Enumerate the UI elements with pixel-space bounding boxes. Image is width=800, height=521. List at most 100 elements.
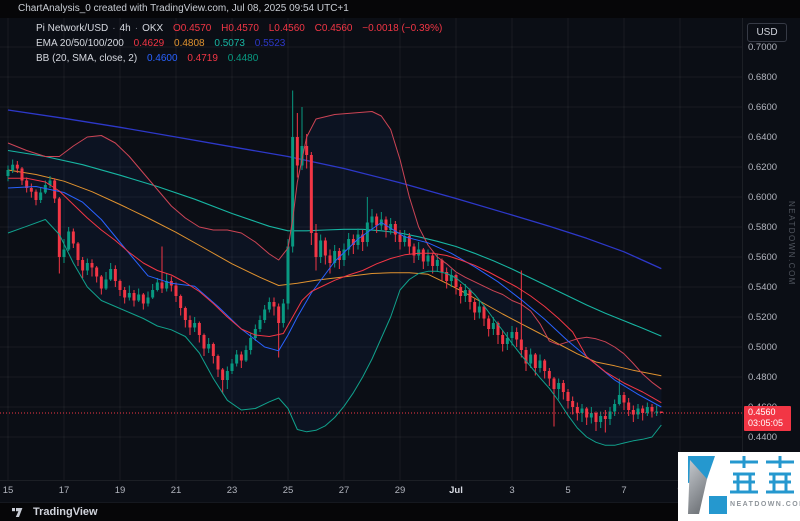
candle-body [323,240,327,256]
candle-body [90,263,94,268]
candle-body [197,323,201,335]
currency-unit-button[interactable]: USD [747,23,787,42]
candle-body [314,233,318,257]
footer-bar: TradingView [0,502,800,521]
svg-text:0.6400: 0.6400 [748,132,777,143]
candle-body [370,216,374,223]
candle-body [263,309,267,320]
candle-body [225,371,229,380]
ema20-value: 0.4629 [133,38,165,49]
last-price-value: 0.4560 [748,407,776,417]
candle-body [11,164,15,170]
candle-body [39,192,43,200]
candle-body [482,306,486,319]
candle-body [524,350,528,364]
candle-body [608,411,612,419]
separator: · [112,23,116,34]
candle-body [183,308,187,320]
ema-label[interactable]: EMA 20/50/100/200 [36,38,124,49]
candle-body [580,408,584,413]
candle-body [216,356,220,370]
candle-body [655,411,659,413]
candle-body [529,354,533,364]
time-axis[interactable]: 1517192123252729Jul3579 [3,485,683,496]
svg-text:0.6200: 0.6200 [748,162,777,173]
candle-body [328,255,332,263]
symbol-name[interactable]: Pi Network/USD [36,23,109,34]
candle-body [454,275,458,287]
bb-upper-line [7,111,662,390]
bb-lower-value: 0.4480 [227,53,259,64]
candle-body [333,251,337,263]
candle-body [29,188,33,192]
candle-body [137,294,141,301]
candle-body [412,246,416,256]
candle-body [337,251,341,260]
candle-body [267,302,271,310]
price-chart-canvas[interactable]: 0.7000 0.6800 0.6600 0.6400 0.6200 0.6000 0.58… [0,0,800,502]
time-axis-label: 25 [283,485,294,496]
time-axis-label: 23 [227,485,238,496]
candle-body [277,306,281,323]
candle-body [253,329,257,338]
candle-body [594,413,598,422]
candle-body [435,260,439,266]
candle-body [300,146,304,166]
candle-body [585,408,589,418]
candle-body [118,281,122,290]
candle-body [599,416,603,422]
candle-body [351,239,355,245]
export-title: ChartAnalysis_0 created with TradingView… [18,3,349,14]
bb-label[interactable]: BB (20, SMA, close, 2) [36,53,138,64]
candle-body [557,383,561,389]
neatdown-logo-icon [688,456,794,514]
candle-body [207,344,211,349]
candle-body [57,198,61,257]
candle-body [543,360,547,371]
candle-body [407,236,411,247]
candle-body [361,234,365,242]
candle-body [95,267,99,277]
svg-text:0.6800: 0.6800 [748,72,777,83]
candle-body [575,407,579,413]
candle-body [650,407,654,412]
candle-body [286,246,290,304]
candle-body [221,369,225,380]
candle-body [501,335,505,344]
ema-20-line [8,177,662,404]
ema-50-line [7,169,662,377]
neatdown-logo: 链懂 NEATDOWN.COM [678,452,800,521]
candle-body [230,363,234,371]
candle-body [566,392,570,401]
candle-body [235,354,239,364]
ema100-value: 0.5073 [214,38,245,49]
candle-body [109,269,113,280]
candle-body [603,416,607,419]
candle-body [645,407,649,413]
candle-body [309,155,313,233]
candle-body [211,344,215,356]
svg-text:0.6000: 0.6000 [748,192,777,203]
candle-body [146,297,150,304]
candle-body [431,255,435,266]
svg-text:0.5600: 0.5600 [748,252,777,263]
candle-body [81,260,85,271]
candle-body [449,275,453,281]
bb-upper-value: 0.4719 [187,53,218,64]
svg-text:0.5800: 0.5800 [748,222,777,233]
candle-body [631,410,635,415]
candle-body [426,255,430,262]
candle-body [71,231,75,244]
candle-body [141,294,145,304]
interval-label[interactable]: 4h [119,23,131,34]
candle-body [291,137,295,247]
time-axis-label: 21 [171,485,182,496]
candle-body [160,282,164,289]
candle-body [627,402,631,410]
candle-body [76,243,80,260]
tradingview-brand-link[interactable]: TradingView [33,506,98,518]
high-value: H0.4570 [221,23,259,34]
svg-text:0.6600: 0.6600 [748,102,777,113]
price-axis[interactable]: 0.7000 0.6800 0.6600 0.6400 0.6200 0.6000 0.58… [748,42,777,443]
